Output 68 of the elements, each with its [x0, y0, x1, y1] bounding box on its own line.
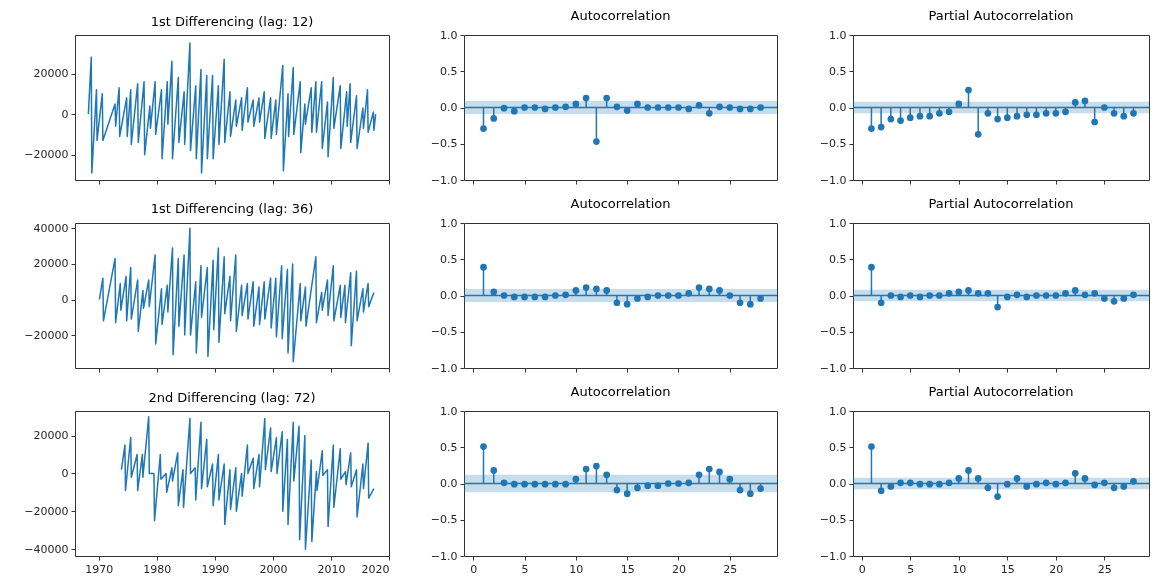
chart-title: Partial Autocorrelation: [928, 8, 1074, 23]
x-tick-label: 25: [723, 562, 738, 576]
y-tick-label: 20000: [33, 429, 69, 443]
y-tick-label: 1.0: [440, 28, 458, 42]
y-tick-label: 1.0: [440, 216, 458, 230]
x-tick-label: 15: [1000, 562, 1015, 576]
y-tick-label: 20000: [33, 257, 69, 271]
chart-title: Autocorrelation: [570, 8, 671, 23]
x-tick-label: 20: [1049, 562, 1064, 576]
y-tick-label: −0.5: [430, 137, 458, 151]
y-tick-label: −0.5: [819, 325, 847, 339]
chart-title: 2nd Differencing (lag: 72): [148, 390, 316, 405]
x-tick-label: 1990: [201, 562, 230, 576]
x-tick-label: 2000: [259, 562, 288, 576]
x-tick-label: 10: [952, 562, 967, 576]
y-tick-label: −0.5: [819, 137, 847, 151]
x-tick-label: 5: [521, 562, 529, 576]
y-tick-label: 0: [61, 293, 69, 306]
y-tick-label: −1.0: [819, 173, 847, 187]
y-tick-label: 0.0: [829, 101, 847, 114]
chart-title: Autocorrelation: [570, 384, 671, 399]
y-tick-label: 0.0: [829, 289, 847, 302]
y-tick-label: −20000: [24, 504, 69, 518]
y-tick-label: −1.0: [430, 549, 458, 563]
y-tick-label: −20000: [24, 148, 69, 162]
y-tick-label: 1.0: [440, 404, 458, 418]
y-tick-label: 0.0: [440, 477, 458, 490]
y-tick-label: 0.5: [829, 64, 847, 78]
y-tick-label: 0: [61, 466, 69, 480]
y-tick-label: −40000: [24, 542, 69, 556]
y-tick-label: −1.0: [819, 361, 847, 375]
x-tick-label: 0: [858, 562, 866, 576]
y-tick-label: −1.0: [819, 549, 847, 563]
y-tick-label: 0.0: [829, 477, 847, 490]
x-tick-label: 2020: [361, 562, 390, 576]
y-tick-label: −20000: [24, 328, 69, 342]
x-tick-label: 10: [569, 562, 584, 576]
y-tick-label: 40000: [33, 221, 69, 235]
y-tick-label: 1.0: [829, 404, 847, 418]
chart-title: Partial Autocorrelation: [928, 196, 1074, 211]
y-tick-label: 0: [61, 107, 69, 121]
chart-title: Autocorrelation: [570, 196, 671, 211]
y-tick-label: 0.5: [829, 252, 847, 266]
y-tick-label: −1.0: [430, 173, 458, 187]
y-tick-label: −0.5: [819, 513, 847, 527]
x-tick-label: 25: [1097, 562, 1112, 576]
x-tick-label: 5: [907, 562, 915, 576]
y-tick-label: −1.0: [430, 361, 458, 375]
x-tick-label: 1980: [143, 562, 172, 576]
y-tick-label: 20000: [33, 67, 69, 81]
y-tick-label: −0.5: [430, 325, 458, 339]
y-tick-label: 0.5: [440, 64, 458, 78]
y-tick-label: 0.5: [829, 440, 847, 454]
y-tick-label: 0.5: [440, 440, 458, 454]
x-tick-label: 1970: [85, 562, 114, 576]
y-tick-label: 0.0: [440, 289, 458, 302]
y-tick-label: 1.0: [829, 216, 847, 230]
y-tick-label: −0.5: [430, 513, 458, 527]
x-tick-label: 0: [470, 562, 478, 576]
x-tick-label: 2010: [317, 562, 346, 576]
chart-title: Partial Autocorrelation: [928, 384, 1074, 399]
x-tick-label: 15: [620, 562, 635, 576]
x-tick-label: 20: [671, 562, 686, 576]
y-tick-label: 0.0: [440, 101, 458, 114]
y-tick-label: 0.5: [440, 252, 458, 266]
chart-title: 1st Differencing (lag: 36): [150, 201, 314, 217]
chart-title: 1st Differencing (lag: 12): [150, 14, 314, 29]
y-tick-label: 1.0: [829, 28, 847, 42]
